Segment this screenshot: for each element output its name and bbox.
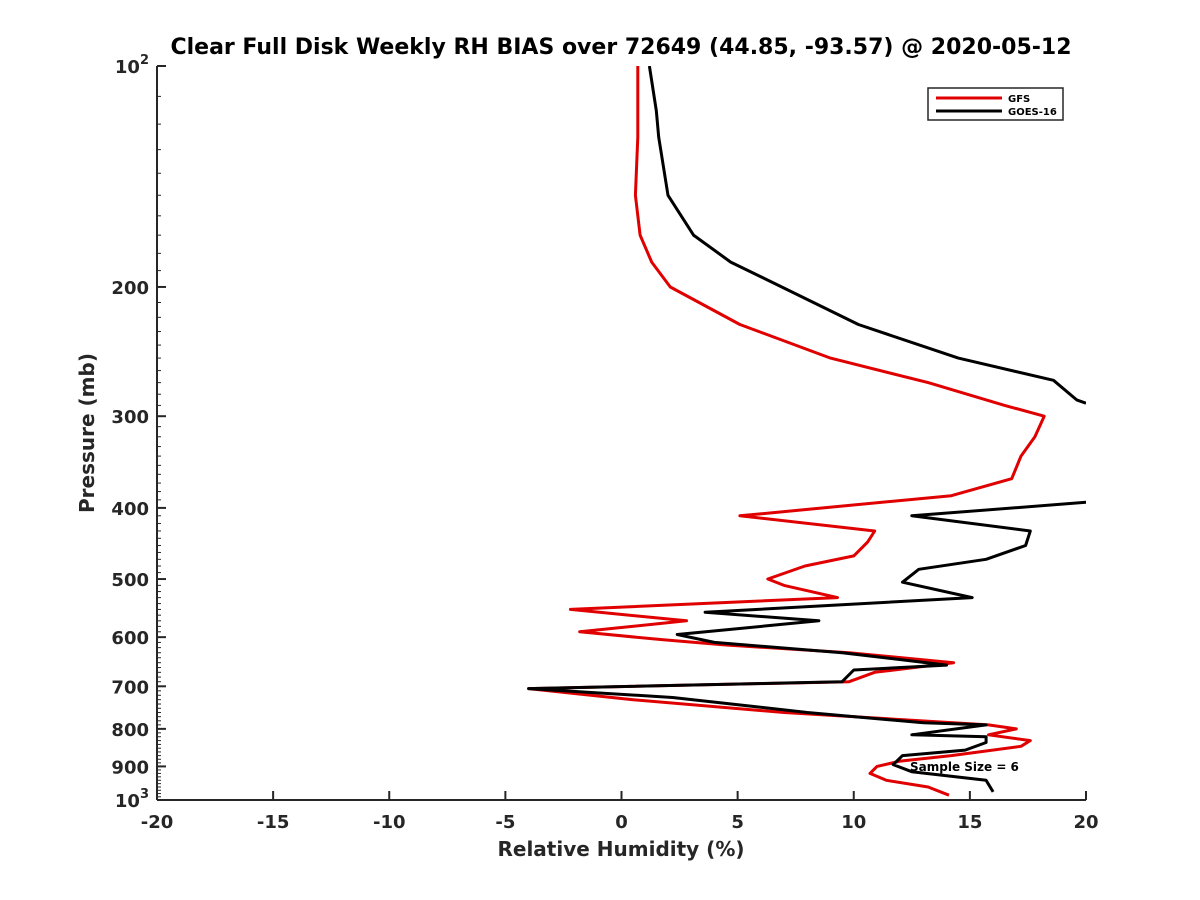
y-tick-label: 600: [111, 628, 149, 649]
chart-title: Clear Full Disk Weekly RH BIAS over 7264…: [170, 35, 1071, 60]
series-line-goes-16: [647, 66, 1086, 405]
y-tick-label: 200: [111, 278, 149, 299]
x-tick-label: -5: [495, 812, 515, 833]
x-axis-label: Relative Humidity (%): [497, 837, 744, 861]
x-tick-label: 5: [731, 812, 744, 833]
legend-entry: GOES-16: [1008, 107, 1057, 118]
legend-entry: GFS: [1008, 94, 1030, 105]
y-axis-label: Pressure (mb): [75, 353, 99, 513]
x-tick-label: 10: [841, 812, 866, 833]
series-line-goes-16-lower: [527, 500, 1086, 793]
y-tick-label: 700: [111, 677, 149, 698]
series-line-gfs: [527, 66, 1046, 797]
y-tick-label: 300: [111, 407, 149, 428]
legend: GFS GOES-16: [927, 87, 1064, 121]
legend-box: [927, 87, 1064, 121]
x-tick-label: -20: [141, 812, 174, 833]
y-tick-label: 102: [115, 53, 149, 78]
y-tick-label: 400: [111, 499, 149, 520]
x-tick-label: -15: [257, 812, 290, 833]
sample-size-annotation: Sample Size = 6: [910, 760, 1019, 774]
y-tick-label: 103: [115, 787, 149, 812]
axes-layer: -20 -15 -10 -5 0 5 10 15 20 102 200 300 400 500 600 700…: [111, 53, 1098, 833]
x-tick-label: 0: [615, 812, 628, 833]
y-tick-label: 900: [111, 757, 149, 778]
y-tick-label: 500: [111, 570, 149, 591]
y-tick-label: 800: [111, 720, 149, 741]
x-tick-label: 15: [957, 812, 982, 833]
series-layer: [527, 66, 1086, 797]
x-tick-label: 20: [1073, 812, 1098, 833]
x-tick-label: -10: [373, 812, 406, 833]
